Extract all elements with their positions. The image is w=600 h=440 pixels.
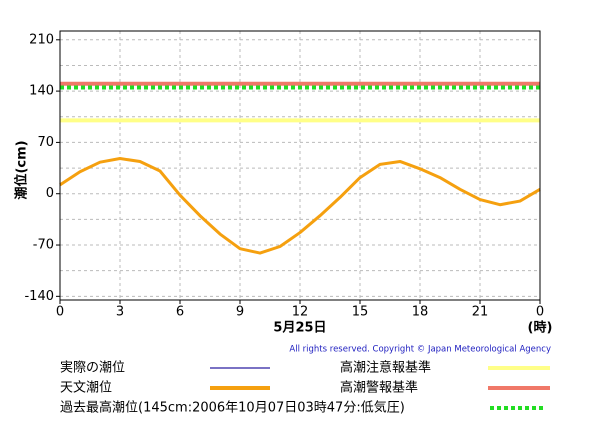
x-tick-label: 12 xyxy=(292,305,309,320)
plot-frame xyxy=(59,30,541,301)
copyright: All rights reserved. Copyright © Japan M… xyxy=(289,345,551,355)
legend-label: 過去最高潮位(145cm:2006年10月07日03時47分:低気圧) xyxy=(60,400,405,416)
x-tick-label: 21 xyxy=(472,305,489,320)
x-axis-unit: (時) xyxy=(528,320,553,336)
y-axis-label: 潮位(cm) xyxy=(14,140,30,199)
y-tick-label: -70 xyxy=(33,238,54,253)
tide-line xyxy=(59,157,541,255)
y-tick-label: 70 xyxy=(37,135,54,150)
legend-label: 実際の潮位 xyxy=(60,360,125,376)
x-tick-label: 3 xyxy=(116,305,124,320)
legend-label: 高潮注意報基準 xyxy=(340,360,431,376)
legend-label: 天文潮位 xyxy=(60,381,112,396)
y-tick-label: 140 xyxy=(29,84,54,99)
x-tick-label: 0 xyxy=(536,305,544,320)
y-tick-label: 210 xyxy=(29,32,54,47)
x-axis-label: 5月25日 xyxy=(273,321,326,336)
y-tick-label: -140 xyxy=(24,289,54,304)
x-tick-label: 18 xyxy=(412,305,429,320)
x-tick-label: 6 xyxy=(176,305,184,320)
legend-label: 高潮警報基準 xyxy=(340,380,418,396)
x-tick-label: 9 xyxy=(236,305,244,320)
x-tick-label: 15 xyxy=(352,305,369,320)
x-tick-label: 0 xyxy=(56,305,64,320)
y-tick-label: 0 xyxy=(46,186,54,201)
